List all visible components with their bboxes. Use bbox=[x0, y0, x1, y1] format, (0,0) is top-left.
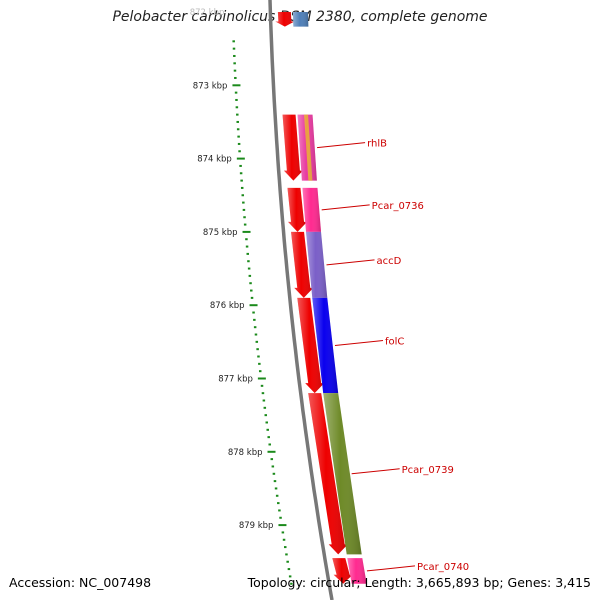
genome-backbone bbox=[268, 0, 334, 600]
gene-leader-line bbox=[317, 142, 366, 149]
gene-label: Pcar_0736 bbox=[372, 201, 424, 212]
accession-text: Accession: NC_007498 bbox=[9, 575, 152, 590]
gene-bar-gloss bbox=[292, 12, 309, 27]
gene-label: accD bbox=[377, 256, 402, 267]
gene-bar-gloss bbox=[347, 558, 367, 584]
cds-arrow-gloss bbox=[287, 187, 308, 232]
ruler-tick-label: 878 kbp bbox=[228, 448, 263, 458]
cds-arrow-gloss bbox=[275, 12, 295, 27]
ruler-tick-label: 873 kbp bbox=[193, 81, 228, 91]
ruler-tick-label: 875 kbp bbox=[203, 228, 238, 238]
gene-bar-gloss bbox=[323, 393, 362, 555]
ruler-tick-label: 874 kbp bbox=[197, 155, 232, 165]
gene-leader-line bbox=[366, 565, 416, 572]
gene-label: rhlB bbox=[367, 139, 387, 150]
cds-arrow-gloss bbox=[297, 297, 325, 394]
ruler-tick-label: 876 kbp bbox=[210, 301, 245, 311]
ruler-tick-label: 879 kbp bbox=[239, 521, 274, 531]
cds-arrow-gloss bbox=[332, 558, 353, 584]
gene-label: Pcar_0739 bbox=[402, 465, 454, 476]
gene-leader-line bbox=[321, 204, 370, 211]
gene-leader-line bbox=[334, 340, 384, 347]
gene-bar-gloss bbox=[297, 114, 317, 181]
gene-label: Pcar_0740 bbox=[417, 562, 469, 573]
cds-arrow-gloss bbox=[308, 393, 348, 555]
gene-label: folC bbox=[385, 337, 404, 348]
ruler-tick-label: 872 kbp bbox=[190, 8, 225, 18]
ruler-tick-label: 877 kbp bbox=[218, 375, 253, 385]
gene-leader-line bbox=[351, 468, 400, 475]
gene-bar-gloss bbox=[306, 231, 328, 298]
cds-arrow-gloss bbox=[291, 231, 314, 298]
topology-text: Topology: circular; Length: 3,665,893 bp… bbox=[247, 575, 591, 590]
gene-bar-gloss bbox=[302, 187, 322, 232]
cds-arrow-gloss bbox=[282, 114, 303, 181]
gene-leader-line bbox=[326, 259, 375, 266]
gene-bar-gloss bbox=[312, 297, 339, 394]
